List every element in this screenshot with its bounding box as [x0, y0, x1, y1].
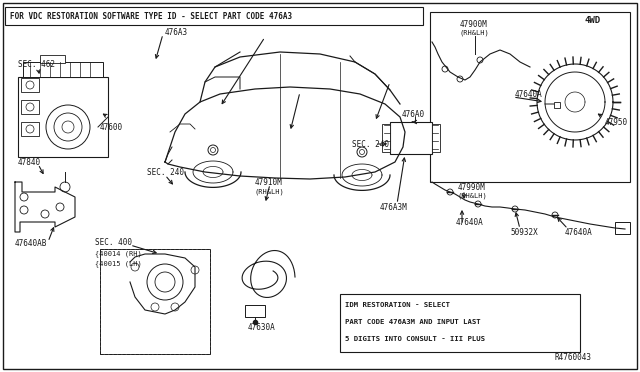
- Text: (RH&LH): (RH&LH): [460, 30, 490, 36]
- Circle shape: [211, 148, 216, 153]
- Text: {40014 (RH): {40014 (RH): [95, 251, 141, 257]
- Bar: [21, 122, 39, 136]
- Text: SEC. 462: SEC. 462: [18, 60, 55, 68]
- Circle shape: [26, 103, 34, 111]
- Bar: [40, 55, 65, 63]
- Text: 47910M: 47910M: [255, 177, 283, 186]
- Circle shape: [208, 145, 218, 155]
- Circle shape: [475, 201, 481, 207]
- Text: FOR VDC RESTORATION SOFTWARE TYPE ID - SELECT PART CODE 476A3: FOR VDC RESTORATION SOFTWARE TYPE ID - S…: [10, 12, 292, 20]
- Circle shape: [155, 272, 175, 292]
- Text: 47640A: 47640A: [456, 218, 484, 227]
- Text: SEC. 240: SEC. 240: [352, 140, 389, 148]
- Text: 47640A: 47640A: [565, 228, 593, 237]
- Text: 50932X: 50932X: [510, 228, 538, 237]
- Bar: [430, 12, 630, 182]
- Circle shape: [442, 66, 448, 72]
- Text: 47990M: 47990M: [458, 183, 486, 192]
- Circle shape: [512, 206, 518, 212]
- Circle shape: [62, 121, 74, 133]
- Bar: [432, 124, 440, 152]
- Circle shape: [20, 206, 28, 214]
- Text: 476A3M: 476A3M: [380, 202, 408, 212]
- Text: (RH&LH): (RH&LH): [255, 189, 285, 195]
- Bar: [390, 122, 432, 154]
- Text: 4WD: 4WD: [585, 16, 601, 25]
- Text: {40015 (LH): {40015 (LH): [95, 261, 141, 267]
- Bar: [100, 249, 210, 354]
- Circle shape: [147, 264, 183, 300]
- Circle shape: [26, 125, 34, 133]
- Text: 47630A: 47630A: [248, 323, 276, 331]
- Text: 47600: 47600: [100, 122, 123, 131]
- Text: IDM RESTORATION - SELECT: IDM RESTORATION - SELECT: [345, 302, 450, 308]
- Bar: [18, 77, 108, 157]
- Text: SEC. 240: SEC. 240: [147, 167, 184, 176]
- Circle shape: [41, 210, 49, 218]
- Text: R4760043: R4760043: [555, 353, 592, 362]
- Text: 476A0: 476A0: [402, 109, 425, 119]
- Bar: [5, 7, 423, 25]
- Circle shape: [457, 76, 463, 82]
- Bar: [245, 305, 265, 317]
- Text: (RH&LH): (RH&LH): [458, 193, 488, 199]
- Circle shape: [360, 150, 365, 154]
- Circle shape: [54, 113, 82, 141]
- Text: PART CODE 476A3M AND INPUT LAST: PART CODE 476A3M AND INPUT LAST: [345, 319, 481, 325]
- Circle shape: [477, 57, 483, 63]
- Bar: [382, 124, 390, 152]
- Circle shape: [46, 105, 90, 149]
- Bar: [23, 62, 103, 77]
- Bar: [615, 222, 630, 234]
- Circle shape: [357, 147, 367, 157]
- Text: 47900M: 47900M: [460, 19, 488, 29]
- Circle shape: [447, 189, 453, 195]
- Circle shape: [20, 193, 28, 201]
- Circle shape: [26, 81, 34, 89]
- Circle shape: [60, 182, 70, 192]
- Circle shape: [552, 212, 558, 218]
- Bar: [21, 78, 39, 92]
- Text: 47950: 47950: [605, 118, 628, 126]
- Text: 47840: 47840: [18, 157, 41, 167]
- Circle shape: [191, 266, 199, 274]
- Circle shape: [171, 303, 179, 311]
- Circle shape: [56, 203, 64, 211]
- Text: SEC. 400: SEC. 400: [95, 237, 132, 247]
- Circle shape: [151, 303, 159, 311]
- Text: 47640A: 47640A: [515, 90, 543, 99]
- Text: 47640AB: 47640AB: [15, 240, 47, 248]
- Circle shape: [131, 263, 139, 271]
- Bar: [340, 294, 580, 352]
- Bar: [21, 100, 39, 114]
- Text: 476A3: 476A3: [165, 28, 188, 36]
- Text: 5 DIGITS INTO CONSULT - III PLUS: 5 DIGITS INTO CONSULT - III PLUS: [345, 336, 485, 342]
